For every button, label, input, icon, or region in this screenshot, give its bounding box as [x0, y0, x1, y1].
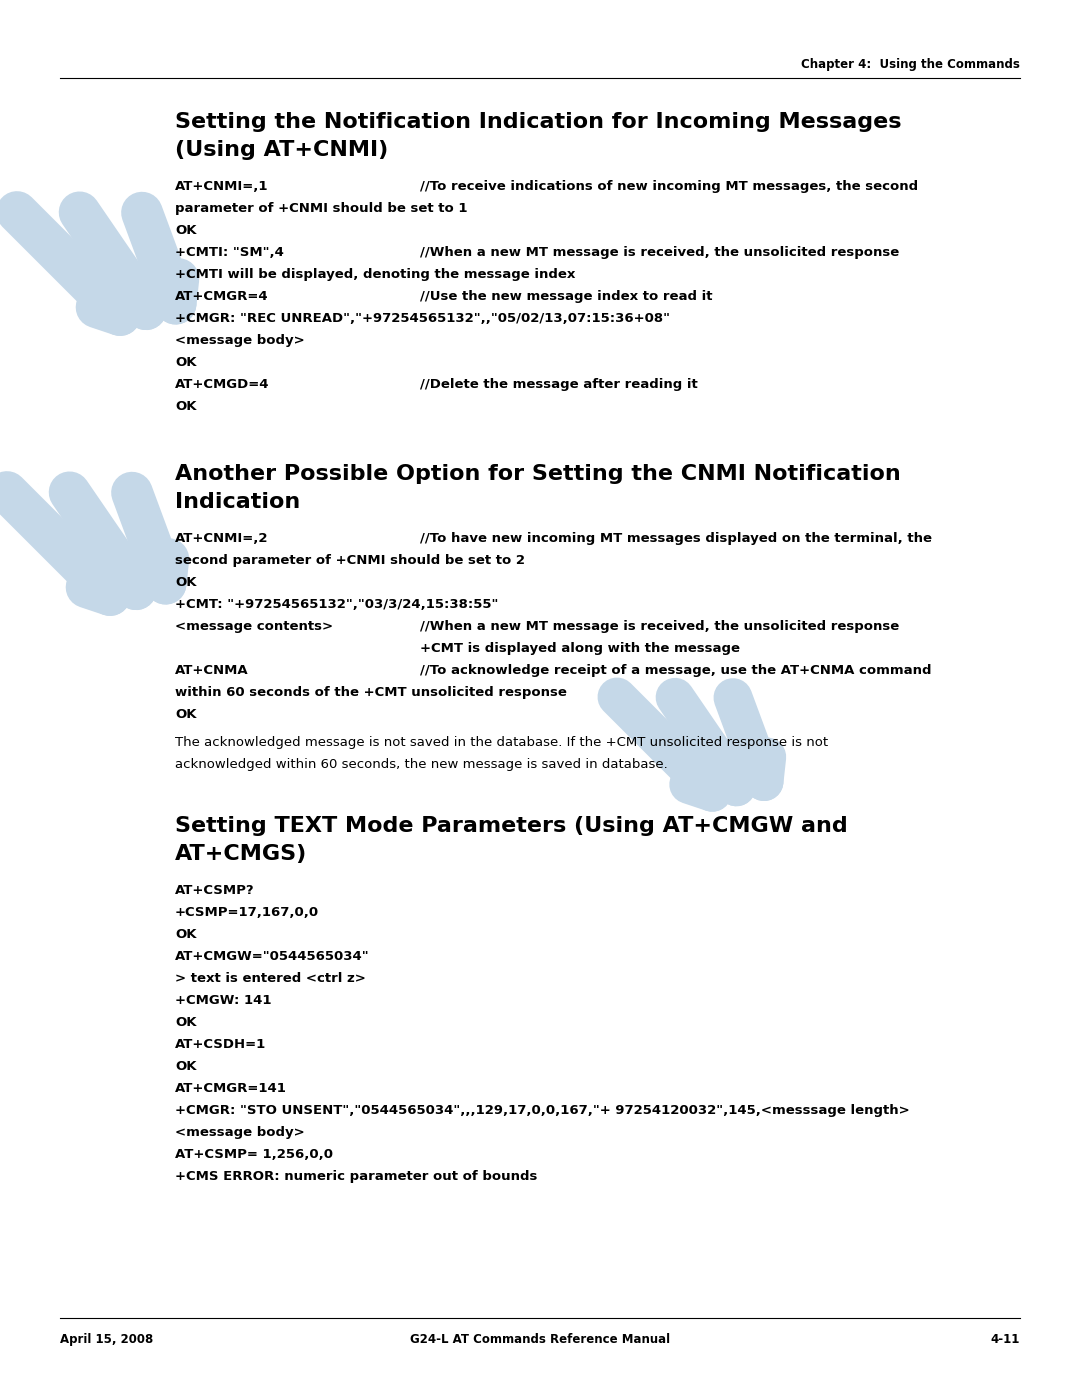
Text: AT+CNMI=,2: AT+CNMI=,2 [175, 532, 269, 545]
Text: //Use the new message index to read it: //Use the new message index to read it [420, 291, 713, 303]
Text: <message body>: <message body> [175, 334, 305, 346]
Text: AT+CMGD=4: AT+CMGD=4 [175, 379, 270, 391]
Text: within 60 seconds of the +CMT unsolicited response: within 60 seconds of the +CMT unsolicite… [175, 686, 567, 698]
Text: <message body>: <message body> [175, 1126, 305, 1139]
Text: <message contents>: <message contents> [175, 620, 333, 633]
Text: AT+CMGW="0544565034": AT+CMGW="0544565034" [175, 950, 369, 963]
Text: April 15, 2008: April 15, 2008 [60, 1333, 153, 1345]
Text: +CMTI will be displayed, denoting the message index: +CMTI will be displayed, denoting the me… [175, 268, 576, 281]
Text: (Using AT+CNMI): (Using AT+CNMI) [175, 140, 388, 161]
Text: OK: OK [175, 576, 197, 590]
Text: OK: OK [175, 356, 197, 369]
Text: OK: OK [175, 400, 197, 414]
Text: //When a new MT message is received, the unsolicited response: //When a new MT message is received, the… [420, 620, 900, 633]
Text: //To receive indications of new incoming MT messages, the second: //To receive indications of new incoming… [420, 180, 918, 193]
Text: Indication: Indication [175, 492, 300, 511]
Text: > text is entered <ctrl z>: > text is entered <ctrl z> [175, 972, 366, 985]
Text: AT+CMGR=4: AT+CMGR=4 [175, 291, 269, 303]
Text: +CMT is displayed along with the message: +CMT is displayed along with the message [420, 643, 740, 655]
Text: The acknowledged message is not saved in the database. If the +CMT unsolicited r: The acknowledged message is not saved in… [175, 736, 828, 749]
Text: +CMS ERROR: numeric parameter out of bounds: +CMS ERROR: numeric parameter out of bou… [175, 1171, 538, 1183]
Text: OK: OK [175, 1016, 197, 1030]
Text: Another Possible Option for Setting the CNMI Notification: Another Possible Option for Setting the … [175, 464, 901, 483]
Text: AT+CMGR=141: AT+CMGR=141 [175, 1083, 287, 1095]
Text: AT+CNMI=,1: AT+CNMI=,1 [175, 180, 269, 193]
Text: acknowledged within 60 seconds, the new message is saved in database.: acknowledged within 60 seconds, the new … [175, 759, 667, 771]
Text: AT+CNMA: AT+CNMA [175, 664, 248, 678]
Text: AT+CSDH=1: AT+CSDH=1 [175, 1038, 267, 1051]
Text: AT+CMGS): AT+CMGS) [175, 844, 307, 863]
Text: //To acknowledge receipt of a message, use the AT+CNMA command: //To acknowledge receipt of a message, u… [420, 664, 931, 678]
Text: AT+CSMP= 1,256,0,0: AT+CSMP= 1,256,0,0 [175, 1148, 333, 1161]
Text: G24-L AT Commands Reference Manual: G24-L AT Commands Reference Manual [410, 1333, 670, 1345]
Text: +CMGR: "STO UNSENT","0544565034",,,129,17,0,0,167,"+ 97254120032",145,<messsage : +CMGR: "STO UNSENT","0544565034",,,129,1… [175, 1104, 909, 1118]
Text: second parameter of +CNMI should be set to 2: second parameter of +CNMI should be set … [175, 555, 525, 567]
Text: //To have new incoming MT messages displayed on the terminal, the: //To have new incoming MT messages displ… [420, 532, 932, 545]
Text: OK: OK [175, 1060, 197, 1073]
Text: OK: OK [175, 224, 197, 237]
Text: parameter of +CNMI should be set to 1: parameter of +CNMI should be set to 1 [175, 203, 468, 215]
Text: +CMGR: "REC UNREAD","+97254565132",,"05/02/13,07:15:36+08": +CMGR: "REC UNREAD","+97254565132",,"05/… [175, 312, 670, 326]
Text: +CMT: "+97254565132","03/3/24,15:38:55": +CMT: "+97254565132","03/3/24,15:38:55" [175, 598, 498, 610]
Text: //When a new MT message is received, the unsolicited response: //When a new MT message is received, the… [420, 246, 900, 258]
Text: //Delete the message after reading it: //Delete the message after reading it [420, 379, 698, 391]
Text: OK: OK [175, 928, 197, 942]
Text: OK: OK [175, 708, 197, 721]
Text: 4-11: 4-11 [990, 1333, 1020, 1345]
Text: Setting TEXT Mode Parameters (Using AT+CMGW and: Setting TEXT Mode Parameters (Using AT+C… [175, 816, 848, 835]
Text: +CSMP=17,167,0,0: +CSMP=17,167,0,0 [175, 907, 319, 919]
Text: AT+CSMP?: AT+CSMP? [175, 884, 255, 897]
Text: +CMGW: 141: +CMGW: 141 [175, 995, 271, 1007]
Text: Chapter 4:  Using the Commands: Chapter 4: Using the Commands [801, 59, 1020, 71]
Text: +CMTI: "SM",4: +CMTI: "SM",4 [175, 246, 284, 258]
Text: Setting the Notification Indication for Incoming Messages: Setting the Notification Indication for … [175, 112, 902, 131]
